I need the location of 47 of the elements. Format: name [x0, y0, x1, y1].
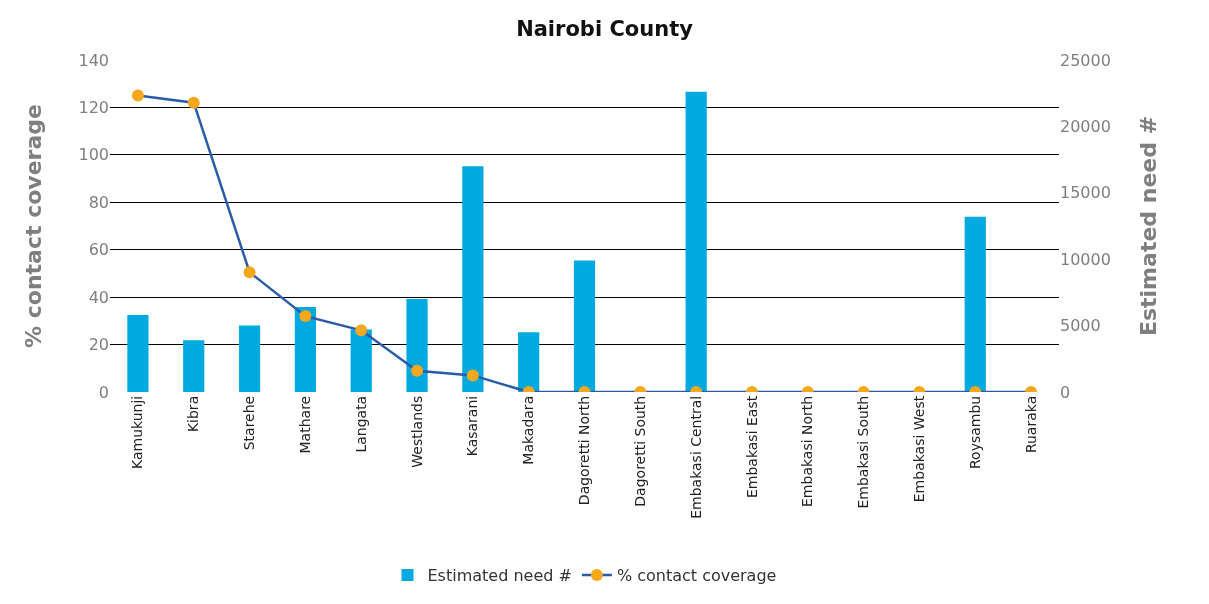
y-axis-title: % contact coverage	[21, 104, 47, 348]
x-tick-label: Kamukunji	[129, 395, 146, 470]
y2-tick-label: 10000	[1060, 249, 1111, 269]
x-tick-label: Mathare	[296, 395, 313, 454]
legend-label: Estimated need #	[427, 566, 572, 586]
bar	[238, 325, 261, 392]
y2-tick-label: 15000	[1060, 183, 1111, 203]
y-tick-label: 120	[78, 98, 109, 118]
bar	[406, 299, 428, 392]
x-tick-label: Kasarani	[464, 395, 481, 457]
y-tick-label: 100	[78, 145, 109, 165]
y2-tick-label: 5000	[1060, 316, 1101, 336]
y-tick-label: 20	[88, 335, 109, 355]
bar	[127, 314, 149, 392]
bar	[685, 91, 707, 392]
bar	[350, 329, 372, 392]
x-tick-label: Ruaraka	[1022, 395, 1039, 454]
x-tick-label: Westlands	[408, 395, 425, 468]
x-tick-label: Embakasi East	[743, 395, 760, 499]
chart-title: Nairobi County	[516, 16, 694, 41]
y-tick-label: 0	[98, 382, 109, 402]
y2-axis-title: Estimated need #	[1135, 115, 1161, 337]
x-tick-label: Embakasi South	[855, 395, 872, 509]
legend-label: % contact coverage	[616, 566, 777, 586]
x-tick-label: Embakasi North	[799, 395, 816, 507]
x-tick-label: Langata	[352, 395, 369, 453]
y-tick-label: 40	[88, 287, 109, 307]
x-tick-label: Dagoretti North	[576, 395, 593, 506]
bar	[518, 332, 540, 392]
x-tick-label: Roysambu	[966, 395, 983, 470]
y2-tick-label: 20000	[1060, 117, 1111, 136]
x-tick-label: Embakasi Central	[687, 395, 704, 519]
y-tick-label: 80	[88, 192, 109, 212]
x-tick-label: Dagoretti South	[631, 395, 648, 507]
x-tick-label: Starehe	[241, 395, 258, 451]
x-tick-label: Kibra	[185, 395, 202, 433]
y2-tick-label: 25000	[1060, 50, 1111, 70]
bar	[964, 216, 986, 392]
y-tick-label: 60	[88, 240, 109, 260]
x-tick-label: Makadara	[520, 395, 537, 465]
bar	[294, 307, 316, 392]
y-tick-label: 140	[78, 50, 109, 70]
bar	[573, 260, 596, 392]
x-tick-label: Embakasi West	[910, 395, 927, 503]
bar	[462, 166, 484, 392]
bar	[183, 340, 205, 392]
y2-tick-label: 0	[1060, 382, 1071, 402]
